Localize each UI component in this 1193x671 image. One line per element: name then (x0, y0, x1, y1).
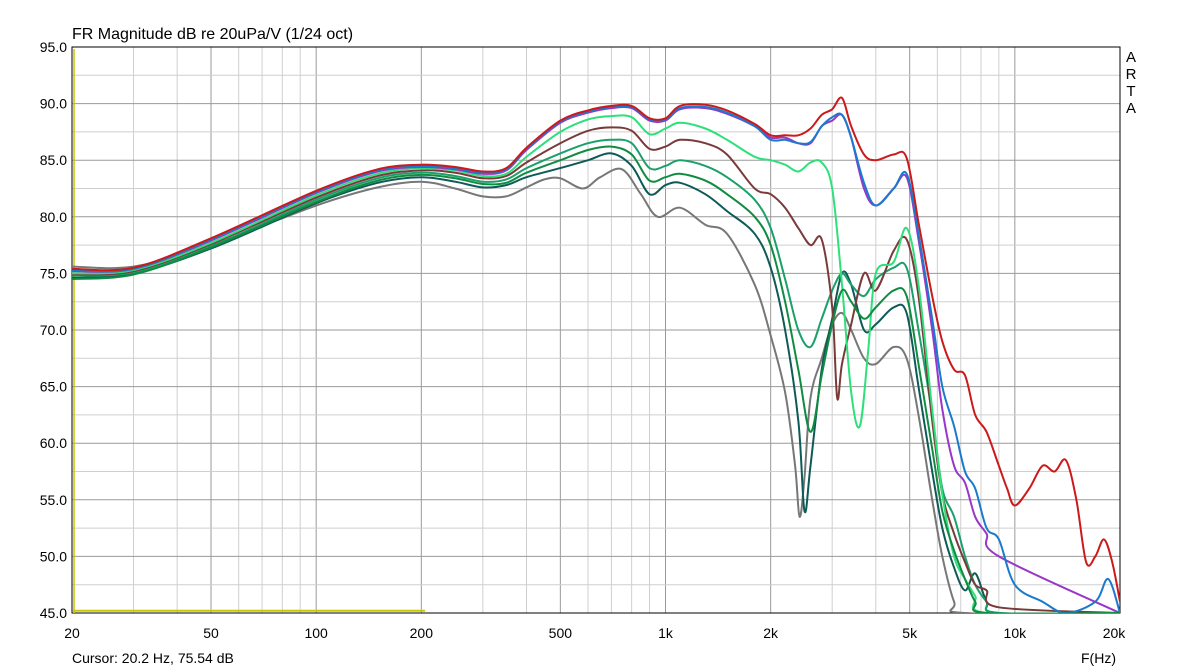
x-tick-label: 5k (902, 625, 918, 641)
series-line-6 (72, 106, 1120, 613)
y-tick-label: 60.0 (40, 435, 67, 451)
x-tick-label: 20k (1103, 625, 1127, 641)
x-axis-tick-labels: 20 50 100 200 500 1k 2k 5k 10k 20k (64, 625, 1126, 641)
y-tick-label: 45.0 (40, 605, 67, 621)
series-line-9 (72, 145, 1120, 613)
x-tick-label: 200 (410, 625, 434, 641)
y-tick-label: 95.0 (40, 39, 67, 55)
y-axis-tick-labels: 95.0 90.0 85.0 80.0 75.0 70.0 65.0 60.0 55.0 50.0… (40, 39, 67, 621)
x-tick-label: 1k (658, 625, 674, 641)
x-tick-label: 20 (64, 625, 80, 641)
x-tick-label: 50 (203, 625, 219, 641)
series-line-3 (72, 138, 1120, 613)
y-tick-label: 65.0 (40, 379, 67, 395)
y-tick-label: 50.0 (40, 548, 67, 564)
series-line-4 (72, 126, 1120, 613)
y-tick-label: 85.0 (40, 152, 67, 168)
watermark-letter: R (1126, 66, 1137, 83)
watermark-letter: T (1126, 83, 1135, 100)
x-axis-label: F(Hz) (1081, 650, 1116, 666)
y-tick-label: 90.0 (40, 96, 67, 112)
x-tick-label: 2k (763, 625, 779, 641)
y-tick-label: 70.0 (40, 322, 67, 338)
series-line-2 (72, 152, 1120, 613)
plot-frame (71, 46, 1121, 614)
y-tick-label: 55.0 (40, 492, 67, 508)
series-line-1 (72, 167, 1120, 613)
x-tick-label: 10k (1004, 625, 1028, 641)
series-line-7 (72, 104, 1120, 613)
watermark-letter: A (1126, 49, 1136, 66)
watermark-letter: A (1126, 100, 1136, 117)
series-line-5 (72, 114, 1120, 613)
chart-title: FR Magnitude dB re 20uPa/V (1/24 oct) (72, 26, 353, 43)
grid-lines (71, 46, 1121, 614)
cursor-readout: Cursor: 20.2 Hz, 75.54 dB (72, 650, 234, 666)
x-tick-label: 100 (304, 625, 328, 641)
x-tick-label: 500 (549, 625, 573, 641)
series-line-8 (72, 96, 1120, 603)
series-layer (72, 49, 1120, 613)
y-tick-label: 75.0 (40, 265, 67, 281)
y-tick-label: 80.0 (40, 209, 67, 225)
